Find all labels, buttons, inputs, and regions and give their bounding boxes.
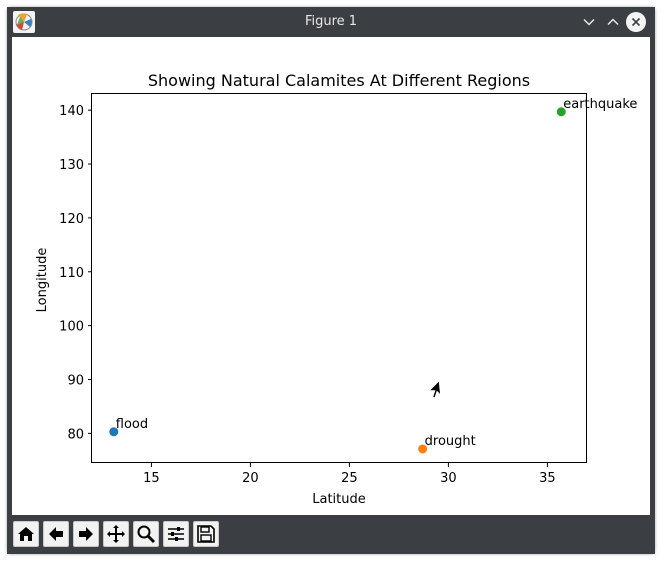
back-arrow-icon — [49, 527, 63, 541]
scatter-point-flood — [109, 427, 119, 437]
scatter-point-earthquake — [556, 107, 566, 117]
pan-move-icon — [107, 525, 125, 543]
point-annotation-earthquake: earthquake — [563, 97, 637, 112]
home-icon — [18, 527, 34, 541]
point-annotation-drought: drought — [425, 434, 476, 449]
configure-subplots-icon — [168, 527, 184, 541]
y-tick-label: 130 — [59, 158, 84, 173]
y-tick-label: 100 — [59, 320, 84, 335]
chevron-up-icon — [607, 18, 619, 26]
navigation-toolbar — [7, 515, 655, 554]
scatter-point-drought — [418, 444, 428, 454]
zoom-magnifier-icon — [137, 525, 156, 544]
scatter-chart: Showing Natural Calamites At Different R… — [35, 71, 637, 507]
y-tick-label: 80 — [67, 427, 84, 442]
window-title: Figure 1 — [304, 14, 358, 29]
pan-button[interactable] — [103, 521, 129, 547]
configure-subplots-button[interactable] — [163, 521, 189, 547]
forward-button[interactable] — [73, 521, 99, 547]
save-disk-icon — [197, 525, 215, 543]
zoom-button[interactable] — [133, 521, 159, 547]
x-tick-label: 30 — [440, 471, 457, 486]
y-tick-label: 90 — [67, 374, 84, 389]
figure-window: Figure 1 Showing Natural Calamites At Di… — [7, 7, 655, 554]
y-axis-label: Longitude — [35, 248, 50, 313]
x-tick-label: 15 — [143, 471, 160, 486]
y-axis-ticks: 80 90 100 110 120 130 140 — [59, 104, 92, 442]
x-tick-label: 25 — [341, 471, 358, 486]
point-annotation-flood: flood — [116, 417, 148, 432]
x-axis-label: Latitude — [312, 492, 366, 507]
plot-area — [91, 93, 587, 463]
chevron-down-icon — [583, 18, 595, 26]
figure-canvas[interactable]: Showing Natural Calamites At Different R… — [12, 37, 650, 515]
y-tick-label: 140 — [59, 104, 84, 119]
x-axis-ticks: 15 20 25 30 35 — [143, 463, 556, 486]
y-tick-label: 120 — [59, 212, 84, 227]
minimize-button[interactable] — [579, 12, 599, 32]
maximize-button[interactable] — [603, 12, 623, 32]
x-tick-label: 20 — [242, 471, 259, 486]
y-tick-label: 110 — [59, 266, 84, 281]
mouse-cursor-icon — [428, 379, 442, 399]
home-button[interactable] — [13, 521, 39, 547]
data-points: flood drought earthquake — [109, 97, 637, 454]
x-tick-label: 35 — [539, 471, 556, 486]
chart-title: Showing Natural Calamites At Different R… — [148, 71, 530, 90]
close-button[interactable] — [626, 12, 646, 32]
close-icon — [631, 17, 641, 27]
forward-arrow-icon — [79, 527, 93, 541]
app-icon — [13, 11, 35, 33]
back-button[interactable] — [43, 521, 69, 547]
title-bar[interactable]: Figure 1 — [7, 7, 655, 37]
save-button[interactable] — [193, 521, 219, 547]
